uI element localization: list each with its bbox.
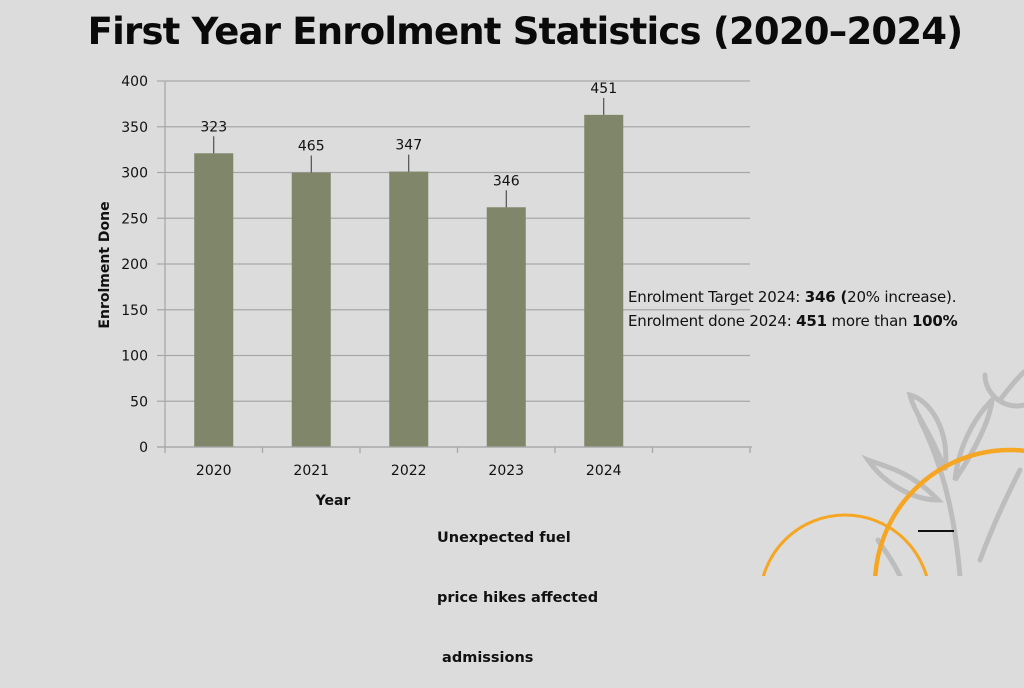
bars [194, 114, 624, 447]
target-suffix: 20% increase). [847, 288, 957, 306]
bar [389, 171, 429, 447]
y-axis-ticks: 0 50 100 150 200 250 300 350 400 [121, 74, 148, 456]
x-tick-label: 2020 [196, 463, 232, 479]
fuel-price-annotation: Unexpected fuel price hikes affected adm… [437, 488, 598, 688]
data-label: 323 [200, 119, 227, 135]
annotation-line: Unexpected fuel [437, 530, 571, 546]
x-tick-label: 2021 [293, 463, 329, 479]
y-tick-label: 350 [121, 120, 148, 136]
bar [194, 153, 234, 447]
x-axis-title: Year [315, 493, 351, 509]
bar [486, 207, 526, 447]
slide-title: First Year Enrolment Statistics (2020–20… [87, 10, 963, 53]
enrolment-target-note: Enrolment Target 2024: 346 (20% increase… [628, 285, 958, 333]
done-percent: 100% [911, 312, 958, 330]
target-line: Enrolment Target 2024: 346 (20% increase… [628, 285, 957, 309]
done-value: 451 [796, 312, 827, 330]
data-label: 347 [395, 138, 422, 154]
bar-chart: 0 50 100 150 200 250 300 350 400 323 465 347 346 451… [97, 74, 752, 509]
y-axis-title: Enrolment Done [97, 201, 113, 328]
done-prefix: Enrolment done 2024: [628, 312, 797, 330]
y-tick-label: 100 [121, 349, 148, 365]
gridlines [157, 80, 750, 448]
x-tick-label: 2022 [391, 463, 427, 479]
target-prefix: Enrolment Target 2024: [628, 288, 805, 306]
data-label: 346 [493, 173, 520, 189]
done-middle: more than [826, 312, 912, 330]
y-tick-label: 150 [121, 303, 148, 319]
bar [291, 172, 331, 447]
x-axis: 2020 2021 2022 2023 2024 [157, 446, 752, 479]
y-tick-label: 50 [130, 394, 148, 410]
annotation-line: admissions [437, 650, 534, 666]
y-tick-label: 400 [121, 74, 148, 90]
x-tick-label: 2024 [586, 463, 622, 479]
y-tick-label: 200 [121, 257, 148, 273]
y-tick-label: 250 [121, 211, 148, 227]
done-line: Enrolment done 2024: 451 more than 100% [628, 309, 958, 333]
data-label: 465 [298, 139, 325, 155]
y-tick-label: 0 [139, 440, 148, 456]
annotation-line: price hikes affected [437, 590, 599, 606]
x-tick-label: 2023 [488, 463, 524, 479]
slide-number-placeholder-dash [918, 530, 954, 532]
data-labels: 323 465 347 346 451 [200, 81, 617, 208]
y-tick-label: 300 [121, 166, 148, 182]
bar [584, 114, 624, 447]
data-label: 451 [590, 81, 617, 97]
target-value: 346 ( [804, 288, 848, 306]
